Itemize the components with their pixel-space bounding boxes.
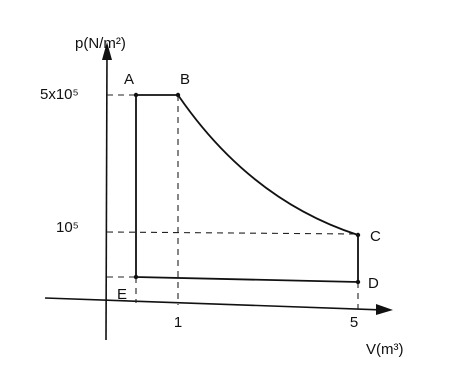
x-tick-label: 1 [174, 314, 182, 331]
cycle [135, 94, 359, 283]
point-label: C [370, 228, 381, 245]
y-tick-label: 5x10⁵ [40, 86, 79, 103]
point-label: D [368, 275, 379, 292]
guide-line [106, 231, 359, 235]
point [175, 92, 181, 98]
point [133, 274, 139, 280]
point-label: B [180, 71, 190, 88]
point [355, 279, 361, 285]
point [133, 92, 139, 98]
y-arrow [102, 42, 112, 60]
y-axis [105, 49, 108, 341]
point-label: E [117, 286, 127, 303]
x-tick-label: 5 [350, 314, 358, 331]
point-label: A [124, 71, 134, 88]
point [355, 232, 361, 238]
x-axis [44, 297, 386, 311]
y-axis-label: p(N/m²) [75, 35, 126, 52]
x-axis-label: V(m³) [366, 341, 404, 358]
y-tick-label: 10⁵ [56, 219, 79, 236]
x-arrow [376, 304, 393, 315]
